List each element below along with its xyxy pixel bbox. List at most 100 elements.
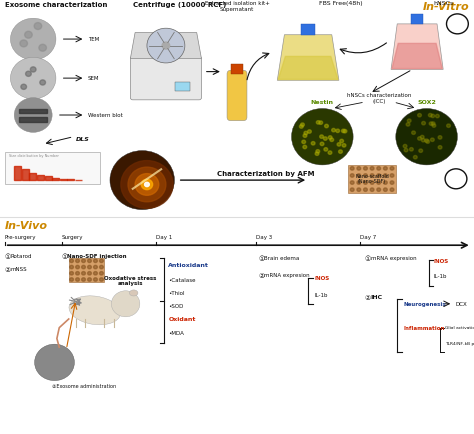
Circle shape (432, 123, 436, 127)
Text: Western blot: Western blot (88, 112, 122, 118)
Circle shape (410, 150, 413, 154)
Text: iNOS: iNOS (314, 276, 329, 281)
Text: Nano-SDF injection: Nano-SDF injection (67, 254, 127, 259)
Text: Surgery: Surgery (62, 235, 83, 240)
Circle shape (364, 174, 367, 177)
Circle shape (444, 139, 447, 142)
Bar (52, 178, 59, 180)
Text: Neurogenesis: Neurogenesis (403, 302, 446, 307)
Text: hNSCs: hNSCs (434, 1, 454, 6)
Circle shape (424, 117, 428, 121)
Text: ②: ② (365, 295, 371, 301)
Circle shape (421, 121, 425, 124)
Circle shape (135, 174, 159, 195)
Circle shape (311, 157, 315, 160)
Bar (45, 177, 52, 180)
Circle shape (350, 167, 354, 170)
Circle shape (145, 182, 149, 187)
Circle shape (76, 265, 80, 269)
Circle shape (411, 141, 415, 145)
Polygon shape (130, 33, 201, 59)
Circle shape (310, 141, 313, 145)
Text: FBS Free(48h): FBS Free(48h) (319, 1, 363, 7)
Circle shape (350, 188, 354, 191)
Circle shape (88, 259, 91, 263)
Text: TEM: TEM (88, 36, 99, 42)
Circle shape (435, 132, 439, 135)
Text: ①: ① (62, 254, 68, 260)
Circle shape (76, 259, 80, 263)
Bar (60, 179, 67, 180)
Circle shape (76, 278, 80, 281)
Circle shape (342, 139, 346, 142)
Circle shape (316, 149, 319, 152)
Circle shape (34, 23, 42, 30)
Circle shape (162, 42, 170, 49)
Text: IL-1b: IL-1b (314, 293, 328, 298)
Circle shape (317, 152, 321, 155)
Circle shape (25, 31, 32, 38)
Circle shape (93, 272, 97, 275)
Circle shape (396, 108, 457, 165)
Text: ①: ① (258, 256, 264, 262)
Circle shape (337, 148, 341, 151)
Text: In-Vitro: In-Vitro (423, 2, 469, 12)
Circle shape (439, 140, 443, 143)
Bar (69, 258, 104, 282)
Text: mRNA expresion: mRNA expresion (371, 256, 416, 261)
Bar (67, 179, 74, 180)
Circle shape (100, 265, 103, 269)
Text: ②: ② (5, 267, 11, 273)
Text: Brain edema: Brain edema (264, 256, 300, 261)
Circle shape (339, 119, 343, 122)
Text: iNOS: iNOS (434, 259, 449, 264)
Circle shape (364, 181, 367, 184)
Circle shape (370, 188, 374, 191)
Circle shape (319, 115, 322, 118)
FancyBboxPatch shape (130, 56, 201, 100)
Circle shape (357, 167, 361, 170)
Circle shape (141, 179, 153, 190)
Circle shape (30, 67, 36, 72)
Text: ②: ② (258, 273, 264, 279)
Text: ①: ① (5, 254, 11, 260)
Circle shape (406, 144, 410, 147)
Ellipse shape (69, 296, 120, 325)
Circle shape (416, 149, 419, 153)
Circle shape (100, 278, 103, 281)
Circle shape (430, 149, 434, 153)
Text: •SOD: •SOD (168, 304, 183, 309)
Circle shape (434, 140, 438, 144)
Circle shape (335, 117, 338, 120)
Circle shape (329, 129, 333, 132)
Polygon shape (391, 24, 443, 69)
Circle shape (40, 80, 46, 85)
FancyBboxPatch shape (227, 70, 247, 121)
Circle shape (88, 272, 91, 275)
Text: Day 7: Day 7 (360, 235, 376, 240)
Circle shape (335, 131, 339, 134)
Circle shape (70, 278, 73, 281)
Polygon shape (277, 35, 339, 80)
Bar (29, 173, 36, 180)
Circle shape (377, 174, 381, 177)
Circle shape (93, 278, 97, 281)
Circle shape (357, 188, 361, 191)
Circle shape (70, 265, 73, 269)
Circle shape (377, 188, 381, 191)
Circle shape (383, 188, 387, 191)
Circle shape (20, 40, 27, 47)
Circle shape (82, 272, 85, 275)
Circle shape (364, 167, 367, 170)
Circle shape (432, 145, 436, 148)
Bar (175, 82, 190, 91)
Text: hNSCs characterization
(ICC): hNSCs characterization (ICC) (347, 93, 411, 104)
Circle shape (390, 174, 394, 177)
Circle shape (442, 141, 446, 144)
Circle shape (39, 44, 46, 51)
Circle shape (312, 145, 316, 148)
Circle shape (350, 181, 354, 184)
Circle shape (377, 167, 381, 170)
Circle shape (445, 169, 467, 189)
Circle shape (390, 167, 394, 170)
